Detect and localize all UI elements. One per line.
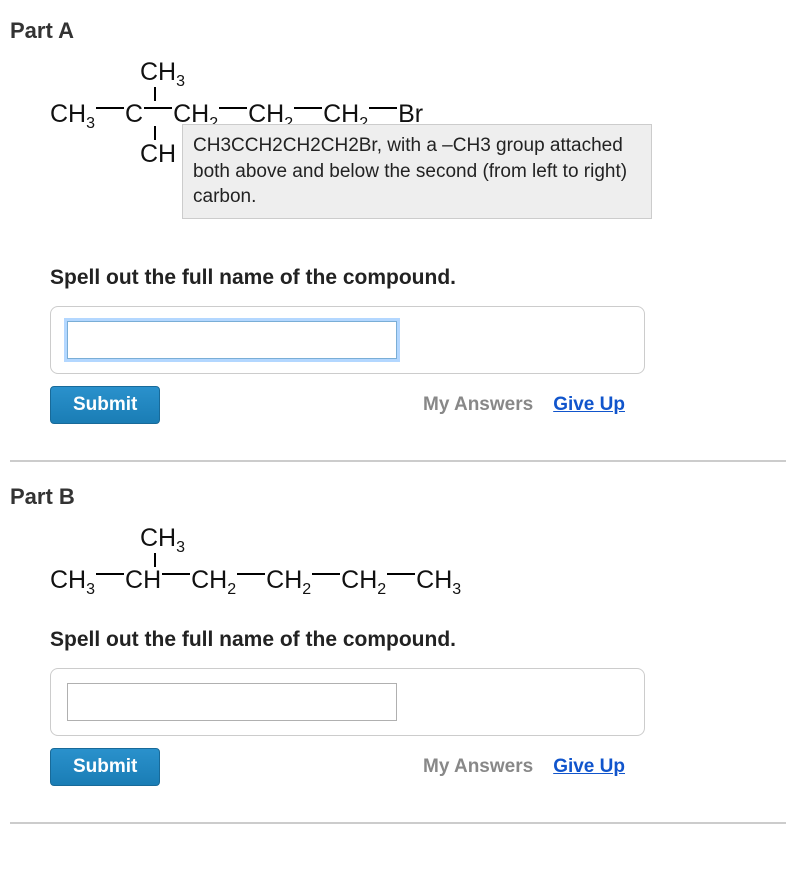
part-a-title: Part A (10, 18, 786, 44)
bond (162, 573, 190, 575)
structure-frag: CH (125, 568, 161, 593)
structure-tooltip: CH3CCH2CH2CH2Br, with a –CH3 group attac… (182, 124, 652, 219)
structure-frag: C (125, 102, 143, 127)
part-a-answer-box (50, 306, 645, 374)
structure-frag: CH2 (191, 568, 236, 593)
part-a-body: CH3 CH3CCH2CH2CH2Br CH CH3CCH2CH2CH2Br, … (10, 60, 786, 424)
part-b-answer-box (50, 668, 645, 736)
structure-frag: CH3 (416, 568, 461, 593)
part-b-answer-input[interactable] (67, 683, 397, 721)
structure-frag: CH3 (140, 526, 185, 551)
structure-frag: CH3 (50, 568, 95, 593)
bond (144, 107, 172, 109)
bond (312, 573, 340, 575)
structure-frag: CH2 (341, 568, 386, 593)
structure-frag: CH2 (266, 568, 311, 593)
part-a-prompt: Spell out the full name of the compound. (50, 266, 776, 290)
bond (96, 107, 124, 109)
bond (369, 107, 397, 109)
submit-button[interactable]: Submit (50, 748, 160, 786)
bond (294, 107, 322, 109)
bond (219, 107, 247, 109)
bond (387, 573, 415, 575)
part-b-prompt: Spell out the full name of the compound. (50, 628, 776, 652)
structure-frag: CH (140, 142, 176, 167)
part-a-actions: Submit My Answers Give Up (50, 386, 645, 424)
section-divider (10, 822, 786, 824)
my-answers-label: My Answers (423, 394, 533, 416)
vertical-bond (154, 553, 156, 567)
structure-frag: CH3 (140, 60, 185, 85)
vertical-bond (154, 126, 156, 140)
part-b-actions: Submit My Answers Give Up (50, 748, 645, 786)
vertical-bond (154, 87, 156, 101)
my-answers-label: My Answers (423, 756, 533, 778)
part-a-answer-input[interactable] (67, 321, 397, 359)
section-divider (10, 460, 786, 462)
part-b-title: Part B (10, 484, 786, 510)
give-up-link[interactable]: Give Up (553, 394, 625, 416)
part-b-body: CH3 CH3CHCH2CH2CH2CH3 Spell out the full… (10, 526, 786, 786)
part-b-section: Part B CH3 CH3CHCH2CH2CH2CH3 Spell out t… (10, 484, 786, 786)
submit-button[interactable]: Submit (50, 386, 160, 424)
bond (96, 573, 124, 575)
part-b-structure: CH3 CH3CHCH2CH2CH2CH3 (50, 526, 776, 606)
part-a-structure: CH3 CH3CCH2CH2CH2Br CH CH3CCH2CH2CH2Br, … (50, 60, 776, 170)
bond (237, 573, 265, 575)
part-a-section: Part A CH3 CH3CCH2CH2CH2Br CH CH3CCH2CH2… (10, 18, 786, 424)
give-up-link[interactable]: Give Up (553, 756, 625, 778)
structure-frag: CH3 (50, 102, 95, 127)
